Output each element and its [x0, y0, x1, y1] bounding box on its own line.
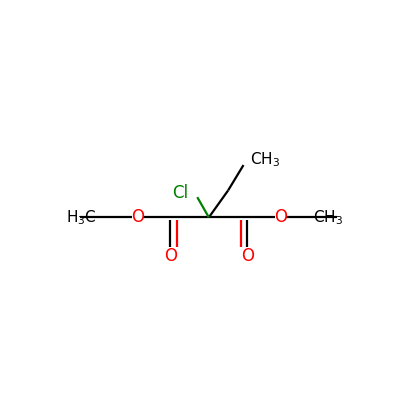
- Text: O: O: [164, 247, 177, 265]
- Text: CH$_3$: CH$_3$: [250, 150, 280, 169]
- Text: O: O: [241, 247, 254, 265]
- Text: O: O: [131, 208, 144, 226]
- Text: H$_3$C: H$_3$C: [66, 208, 97, 227]
- Text: Cl: Cl: [172, 184, 188, 202]
- Text: CH$_3$: CH$_3$: [314, 208, 344, 227]
- Text: O: O: [274, 208, 287, 226]
